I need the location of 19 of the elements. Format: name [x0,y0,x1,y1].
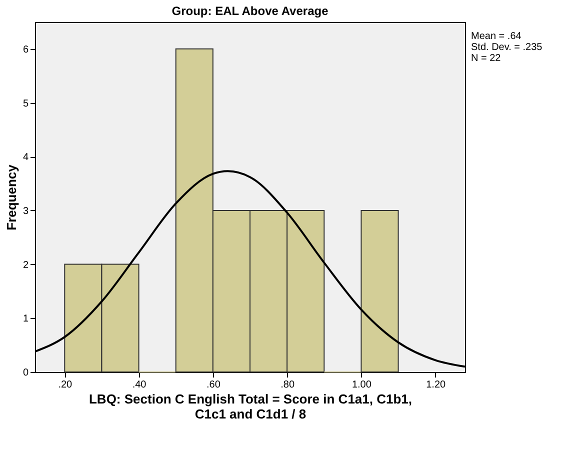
x-tick-label: 1.20 [426,380,446,390]
x-axis-title: LBQ: Section C English Total = Score in C1a1, C1b1, C1c1 and C1d1 / 8 [88,392,412,422]
y-tick-label: 3 [22,206,29,217]
text: N = 22 [471,53,502,64]
text: Mean = .64 [471,31,522,42]
y-tick-label: 6 [22,44,29,56]
chart-title: Group: EAL Above Average [172,4,329,18]
x-tick-label: .60 [206,380,221,390]
text: Std. Dev. = .235 [471,42,543,53]
y-tick-label: 1 [22,314,29,325]
x-tick-label: .80 [280,380,295,390]
y-tick-label: 2 [22,260,29,271]
x-tick-label: 1.00 [352,380,372,390]
x-tick-label: .40 [132,380,147,390]
x-tick-label: .20 [58,380,73,390]
y-tick-label: 5 [22,98,29,110]
y-tick-label: 0 [22,368,29,378]
y-axis-title: Frequency [4,164,19,230]
y-tick-label: 4 [22,152,29,164]
